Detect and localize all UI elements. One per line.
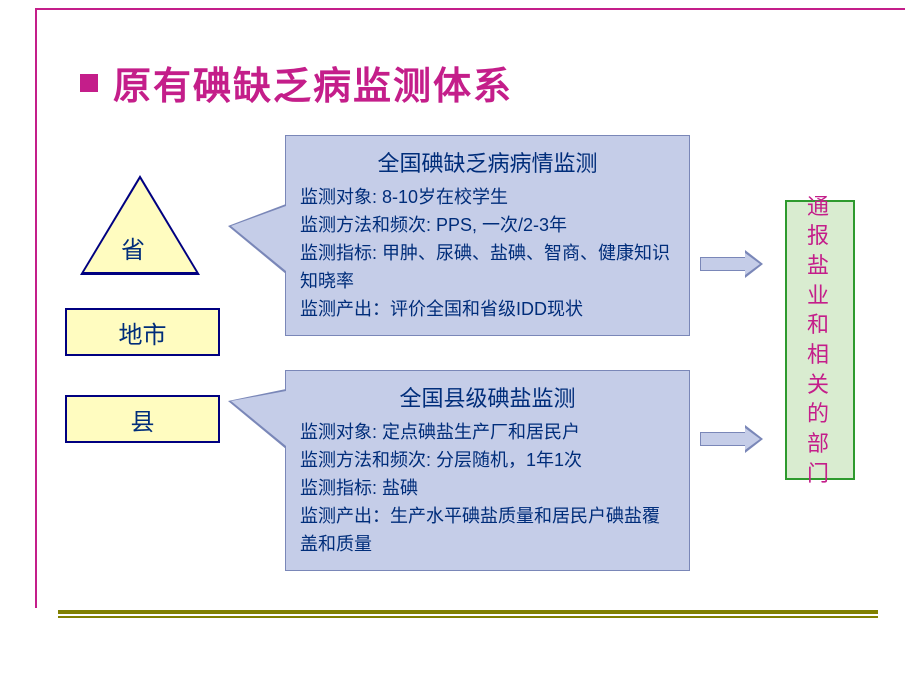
callout-line-text: PPS, 一次/2-3年 — [431, 215, 567, 235]
callout-tail-bottom — [231, 391, 286, 446]
output-box: 通报盐业和相关的部门 — [785, 200, 855, 480]
callout-bottom-lines: 监测对象: 定点碘盐生产厂和居民户监测方法和频次: 分层随机，1年1次监测指标:… — [300, 419, 675, 558]
title-bullet — [80, 74, 98, 92]
callout-line-text: 分层随机，1年1次 — [431, 450, 582, 470]
callout-line-label: 监测产出： — [300, 506, 390, 526]
callout-line: 监测产出：评价全国和省级IDD现状 — [300, 296, 675, 324]
title-row: 原有碘缺乏病监测体系 — [80, 55, 513, 110]
callout-line: 监测指标: 盐碘 — [300, 475, 675, 503]
callout-line-label: 监测方法和频次: — [300, 215, 431, 235]
callout-line: 监测对象: 定点碘盐生产厂和居民户 — [300, 419, 675, 447]
callout-top-title: 全国碘缺乏病病情监测 — [300, 146, 675, 178]
slide-title: 原有碘缺乏病监测体系 — [113, 55, 513, 110]
callout-line: 监测产出：生产水平碘盐质量和居民户碘盐覆盖和质量 — [300, 503, 675, 559]
callout-line: 监测方法和频次: PPS, 一次/2-3年 — [300, 212, 675, 240]
callout-county-salt: 全国县级碘盐监测 监测对象: 定点碘盐生产厂和居民户监测方法和频次: 分层随机，… — [285, 370, 690, 571]
province-label: 省 — [121, 230, 145, 265]
callout-line-text: 评价全国和省级IDD现状 — [390, 299, 583, 319]
footer-line-thin — [58, 616, 878, 618]
callout-top-lines: 监测对象: 8-10岁在校学生监测方法和频次: PPS, 一次/2-3年监测指标… — [300, 184, 675, 323]
arrow-bottom-shaft — [700, 432, 745, 446]
callout-line-label: 监测指标: — [300, 478, 377, 498]
city-label: 地市 — [119, 315, 167, 350]
arrow-top — [700, 250, 763, 278]
callout-national-disease: 全国碘缺乏病病情监测 监测对象: 8-10岁在校学生监测方法和频次: PPS, … — [285, 135, 690, 336]
callout-line: 监测对象: 8-10岁在校学生 — [300, 184, 675, 212]
county-box: 县 — [65, 395, 220, 443]
callout-line: 监测指标: 甲肿、尿碘、盐碘、智商、健康知识知晓率 — [300, 240, 675, 296]
output-text: 通报盐业和相关的部门 — [807, 192, 833, 489]
arrow-top-shaft — [700, 257, 745, 271]
arrow-bottom-head — [745, 425, 763, 453]
arrow-top-head — [745, 250, 763, 278]
callout-line-text: 盐碘 — [377, 478, 418, 498]
callout-line-label: 监测方法和频次: — [300, 450, 431, 470]
city-box: 地市 — [65, 308, 220, 356]
callout-line-text: 8-10岁在校学生 — [377, 187, 508, 207]
callout-line: 监测方法和频次: 分层随机，1年1次 — [300, 447, 675, 475]
county-label: 县 — [131, 402, 155, 437]
callout-line-text: 定点碘盐生产厂和居民户 — [377, 422, 580, 442]
callout-line-label: 监测指标: — [300, 243, 377, 263]
callout-line-label: 监测产出： — [300, 299, 390, 319]
callout-line-label: 监测对象: — [300, 187, 377, 207]
arrow-bottom — [700, 425, 763, 453]
callout-line-label: 监测对象: — [300, 422, 377, 442]
footer-line-thick — [58, 610, 878, 614]
callout-bottom-title: 全国县级碘盐监测 — [300, 381, 675, 413]
callout-tail-top — [231, 206, 286, 271]
